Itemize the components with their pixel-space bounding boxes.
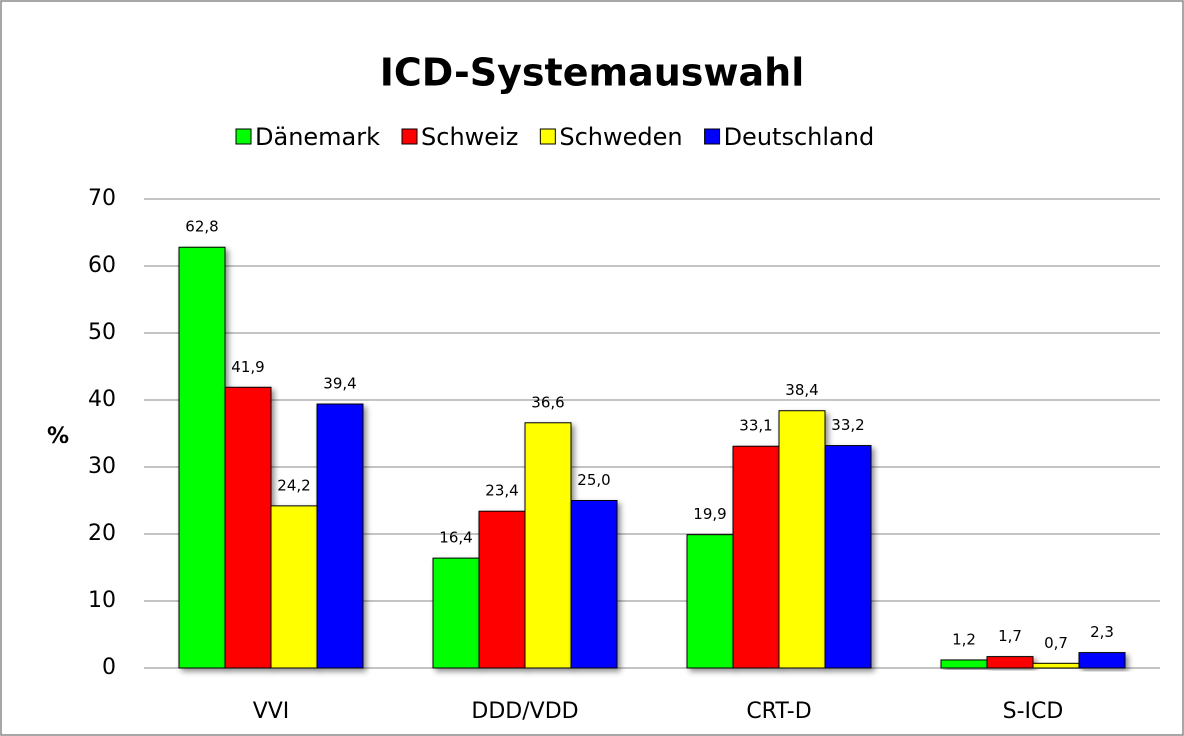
bar [986, 656, 1034, 669]
y-tick-label: 30 [88, 454, 116, 479]
bar [178, 246, 226, 669]
y-axis-label: % [47, 424, 69, 449]
legend-label: Schweden [559, 123, 682, 151]
legend-swatch [539, 128, 556, 145]
y-tick-label: 50 [88, 320, 116, 345]
bar [686, 534, 734, 669]
bar [270, 505, 318, 669]
data-label: 1,7 [998, 627, 1022, 645]
data-label: 19,9 [693, 505, 726, 523]
bar [1032, 662, 1080, 669]
data-label: 1,2 [952, 630, 976, 648]
y-tick-label: 40 [88, 387, 116, 412]
x-tick-label: S-ICD [1003, 699, 1064, 724]
chart-title: ICD-Systemauswahl [380, 51, 804, 95]
bar [570, 500, 618, 669]
y-tick-label: 20 [88, 521, 116, 546]
bar [478, 510, 526, 669]
data-label: 33,2 [831, 416, 864, 434]
data-label: 36,6 [531, 393, 564, 411]
y-tick-label: 10 [88, 588, 116, 613]
data-label: 23,4 [485, 482, 518, 500]
data-label: 41,9 [231, 358, 264, 376]
data-label: 0,7 [1044, 634, 1068, 652]
data-label: 16,4 [439, 529, 472, 547]
bar [940, 659, 988, 669]
legend-label: Dänemark [255, 123, 380, 151]
y-tick-label: 0 [102, 655, 116, 680]
y-tick-label: 60 [88, 253, 116, 278]
bar [224, 386, 272, 669]
bar [824, 445, 872, 669]
bar [432, 557, 480, 669]
legend-label: Deutschland [724, 123, 875, 151]
data-label: 25,0 [577, 471, 610, 489]
legend-swatch [235, 128, 252, 145]
bar [524, 422, 572, 669]
data-label: 62,8 [185, 218, 218, 236]
x-tick-label: CRT-D [746, 699, 811, 724]
x-tick-label: VVI [253, 699, 290, 724]
bar [1078, 652, 1126, 669]
data-label: 2,3 [1090, 623, 1114, 641]
bar [316, 403, 364, 669]
bar [778, 410, 826, 669]
data-label: 39,4 [323, 375, 356, 393]
x-tick-label: DDD/VDD [471, 699, 578, 724]
data-label: 33,1 [739, 417, 772, 435]
legend-label: Schweiz [421, 123, 518, 151]
data-label: 38,4 [785, 381, 818, 399]
legend-swatch [401, 128, 418, 145]
legend-swatch [704, 128, 721, 145]
bar [732, 445, 780, 669]
data-label: 24,2 [277, 476, 310, 494]
y-tick-label: 70 [88, 186, 116, 211]
